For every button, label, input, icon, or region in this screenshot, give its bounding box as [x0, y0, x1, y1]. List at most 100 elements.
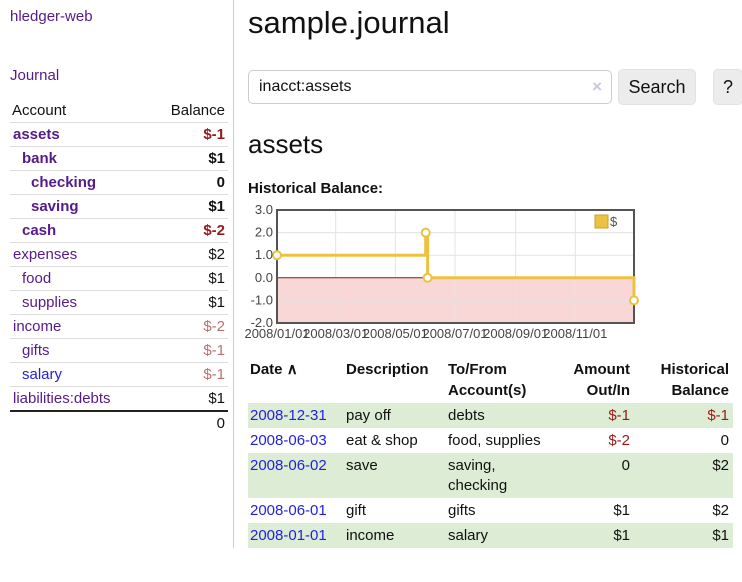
account-row: saving $1: [10, 194, 228, 218]
transaction-row: 2008-12-31 pay off debts $-1 $-1: [248, 402, 733, 428]
account-link[interactable]: salary: [22, 366, 63, 383]
y-tick-label: 3.0: [255, 202, 273, 217]
sort-asc-icon: ∧: [286, 360, 298, 378]
x-tick-label: 2008/09/01: [483, 326, 548, 341]
account-row: assets $-1: [10, 122, 228, 146]
transaction-row: 2008-06-02 save saving, checking 0 $2: [248, 452, 733, 498]
y-tick-label: 2.0: [255, 225, 273, 240]
accounts-rows: assets $-1 bank $1 checking 0 saving $1 cash $-2 e…: [10, 122, 228, 410]
plot-border: [276, 208, 635, 324]
account-row: gifts $-1: [10, 338, 228, 362]
clear-search-icon[interactable]: ×: [592, 77, 602, 97]
historical-balance-chart: $3.0 2.0 1.0 0.0 -1.0 -2.02008/01/012008/03/0…: [244, 202, 639, 341]
transaction-date-link[interactable]: 2008-12-31: [250, 406, 327, 424]
transaction-accounts: food, supplies: [448, 431, 541, 449]
accounts-total-value: 0: [216, 415, 225, 432]
account-link[interactable]: cash: [22, 222, 57, 239]
search-button[interactable]: Search: [618, 69, 696, 106]
account-link[interactable]: food: [22, 270, 52, 287]
account-balance: $-1: [203, 342, 225, 359]
account-balance: $1: [208, 294, 225, 311]
transaction-balance: $2: [712, 501, 729, 519]
sidebar: hledger-web Journal Account Balance asse…: [0, 0, 234, 548]
transaction-balance: 0: [720, 431, 729, 449]
account-balance: 0: [216, 174, 225, 191]
account-balance: $1: [208, 390, 225, 407]
search-input[interactable]: [248, 70, 612, 105]
data-point-marker: [272, 250, 282, 261]
accounts-tree: Account Balance assets $-1 bank $1 checking 0…: [10, 100, 228, 434]
account-balance: $-1: [203, 366, 225, 383]
sidebar-item-journal[interactable]: Journal: [10, 67, 60, 84]
transaction-date-link[interactable]: 2008-01-01: [250, 526, 327, 544]
transaction-amount: $-1: [608, 406, 630, 424]
transaction-date-link[interactable]: 2008-06-03: [250, 431, 327, 449]
account-link[interactable]: saving: [31, 198, 79, 215]
transaction-description: income: [346, 526, 395, 544]
account-balance: $1: [208, 150, 225, 167]
account-link[interactable]: gifts: [22, 342, 50, 359]
date-header-label: Date: [250, 360, 283, 378]
account-balance: $-1: [203, 126, 225, 143]
account-balance: $-2: [203, 222, 225, 239]
app-layout: hledger-web Journal Account Balance asse…: [0, 0, 742, 548]
account-link[interactable]: income: [13, 318, 62, 335]
chart-label: Historical Balance:: [248, 179, 384, 197]
accounts-tree-header: Account Balance: [10, 100, 228, 122]
transaction-description: pay off: [346, 406, 391, 424]
account-balance: $1: [208, 270, 225, 287]
data-point-marker: [422, 272, 433, 283]
account-row: supplies $1: [10, 290, 228, 314]
transaction-amount: 0: [621, 456, 630, 474]
transaction-date-link[interactable]: 2008-06-01: [250, 501, 327, 519]
y-tick-label: -1.0: [251, 292, 273, 307]
x-tick-label: 2008/07/01: [422, 326, 487, 341]
account-balance: $-2: [203, 318, 225, 335]
transaction-balance: $2: [712, 456, 729, 474]
transaction-amount: $1: [613, 501, 630, 519]
account-link[interactable]: supplies: [22, 294, 78, 311]
transaction-row: 2008-06-03 eat & shop food, supplies $-2 0: [248, 428, 733, 453]
amount-header: Amount Out/In: [573, 360, 630, 399]
account-link[interactable]: checking: [31, 174, 97, 191]
x-tick-label: 2008/11/01: [543, 326, 607, 341]
transaction-date-link[interactable]: 2008-06-02: [250, 456, 327, 474]
transaction-description: save: [346, 456, 378, 474]
account-link[interactable]: expenses: [13, 246, 78, 263]
register-table: Date ∧ Description To/From Account(s) Am…: [248, 357, 733, 548]
legend-swatch: [594, 214, 609, 229]
transaction-accounts: gifts: [448, 501, 476, 519]
transaction-balance: $-1: [707, 406, 729, 424]
brand-link[interactable]: hledger-web: [10, 8, 93, 25]
account-row: income $-2: [10, 314, 228, 338]
transaction-row: 2008-01-01 income salary $1 $1: [248, 522, 733, 548]
transaction-accounts: saving, checking: [448, 456, 508, 494]
account-row: food $1: [10, 266, 228, 290]
x-tick-label: 2008/05/01: [363, 326, 428, 341]
transaction-balance: $1: [712, 526, 729, 544]
accounts-header: To/From Account(s): [448, 360, 527, 399]
account-row: salary $-1: [10, 362, 228, 386]
search-bar: × Search ?: [248, 69, 742, 106]
transaction-description: eat & shop: [346, 431, 418, 449]
y-tick-label: 1.0: [255, 247, 273, 262]
transaction-row: 2008-06-01 gift gifts $1 $2: [248, 498, 733, 523]
y-tick-label: -2.0: [251, 315, 273, 330]
account-link[interactable]: bank: [22, 150, 58, 167]
data-point-marker: [420, 227, 431, 238]
account-link[interactable]: assets: [13, 126, 60, 143]
account-row: cash $-2: [10, 218, 228, 242]
account-row: checking 0: [10, 170, 228, 194]
account-title: assets: [248, 129, 324, 160]
legend-label: $: [610, 214, 618, 229]
accounts-total-row: 0: [10, 410, 228, 434]
x-tick-label: 2008/01/01: [244, 326, 309, 341]
sort-date-control[interactable]: Date ∧: [250, 361, 298, 378]
historical-balance-header: Historical Balance: [660, 360, 729, 399]
accounts-header-account: Account: [12, 102, 67, 119]
transaction-description: gift: [346, 501, 367, 519]
account-link[interactable]: liabilities:debts: [13, 390, 111, 407]
y-tick-label: 0.0: [255, 270, 273, 285]
transaction-amount: $1: [613, 526, 630, 544]
help-button[interactable]: ?: [713, 69, 742, 106]
